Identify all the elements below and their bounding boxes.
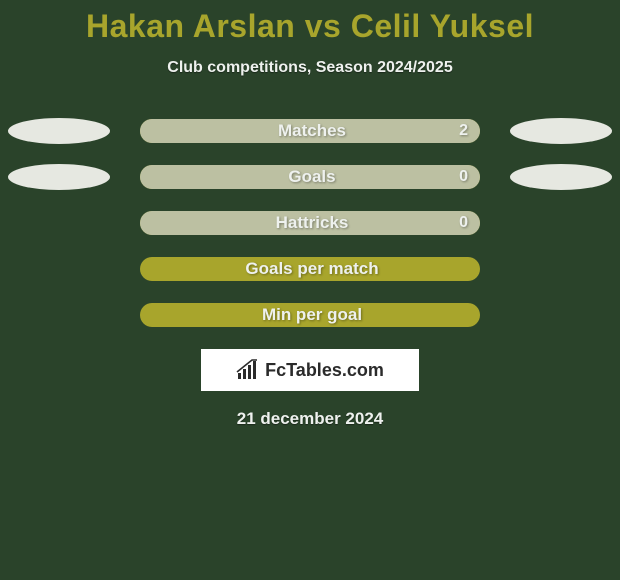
- player-ellipse-right: [510, 118, 612, 144]
- stat-row: Hattricks 0: [0, 211, 620, 235]
- stat-row: Matches 2: [0, 119, 620, 143]
- comparison-title: Hakan Arslan vs Celil Yuksel: [0, 0, 620, 45]
- stats-container: Matches 2 Goals 0 Hattricks 0 Goals per match M…: [0, 119, 620, 327]
- stat-label: Min per goal: [262, 305, 362, 325]
- stat-row: Goals 0: [0, 165, 620, 189]
- date-text: 21 december 2024: [0, 409, 620, 429]
- brand-chart-icon: [236, 359, 260, 381]
- stat-label: Matches: [278, 121, 346, 141]
- stat-row: Goals per match: [0, 257, 620, 281]
- stat-label: Goals per match: [245, 259, 378, 279]
- bar-fill-left: [140, 165, 310, 189]
- player-ellipse-left: [8, 118, 110, 144]
- player-ellipse-left: [8, 164, 110, 190]
- brand-text: FcTables.com: [265, 360, 384, 381]
- stat-row: Min per goal: [0, 303, 620, 327]
- stat-value-right: 0: [459, 168, 468, 186]
- stat-label: Hattricks: [276, 213, 349, 233]
- infographic-root: Hakan Arslan vs Celil Yuksel Club compet…: [0, 0, 620, 580]
- stat-label: Goals: [288, 167, 335, 187]
- stat-value-right: 2: [459, 122, 468, 140]
- stat-value-right: 0: [459, 214, 468, 232]
- player-ellipse-right: [510, 164, 612, 190]
- brand-box: FcTables.com: [201, 349, 419, 391]
- subtitle: Club competitions, Season 2024/2025: [0, 59, 620, 77]
